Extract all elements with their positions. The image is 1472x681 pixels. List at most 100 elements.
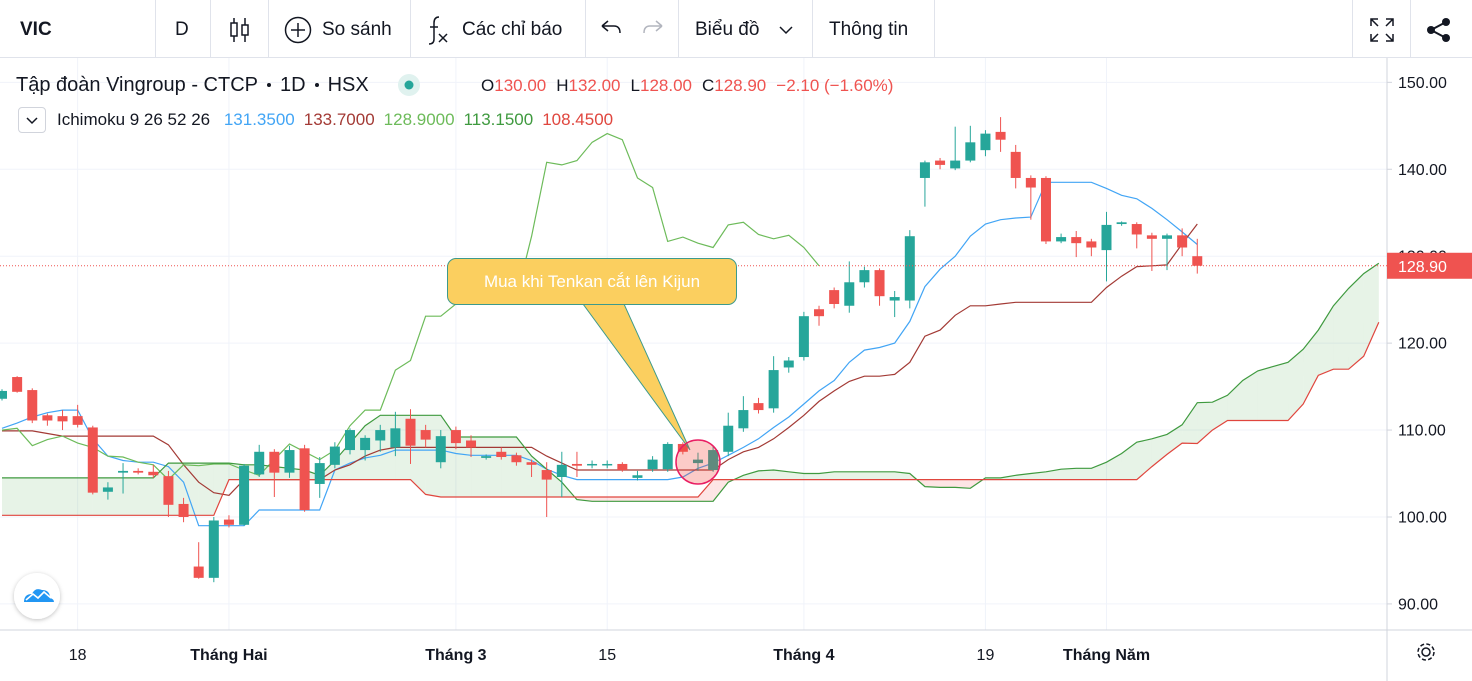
ohlc-value: 128.00 [639,76,692,95]
annotation: Mua khi Tenkan cắt lên Kijun [447,258,737,305]
ohlc-legend: O130.00 H132.00 L128.00 C128.90 −2.10 (−1.60… [481,76,893,96]
grid [0,58,1387,630]
candle-body [223,519,234,525]
info-button[interactable]: Thông tin [829,19,909,40]
candle-body [814,309,825,317]
fullscreen-icon[interactable] [1368,16,1396,44]
settings-icon[interactable] [1417,643,1435,661]
indicator-value: 133.7000 [303,110,375,129]
cloud-fill [455,437,472,497]
collapse-button[interactable] [18,107,46,133]
candle-body [587,463,598,466]
candle-body [405,418,416,446]
cloud-fill [924,479,941,488]
candle-body [208,520,219,578]
candle-body [723,425,734,452]
compare-icon[interactable] [284,15,314,45]
toolbar: VIC D So sánh Các chỉ báo Biểu đồ Thông … [0,0,1472,58]
dropdown-icon [779,26,793,35]
chart-style-icon[interactable] [228,16,252,44]
separator [934,0,935,58]
cloud-fill [2,477,18,516]
y-tick-label: 110.00 [1398,423,1446,440]
cloud-fill [1303,330,1319,404]
logo-icon-line [25,590,52,601]
candle-body [314,463,325,484]
candle-body [556,464,567,478]
cloud-fill [1227,380,1243,421]
cloud [2,263,1379,516]
candle-body [632,475,643,478]
cloud-fill [47,477,63,516]
indicator-value: 131.3500 [223,110,295,129]
cloud-fill [1212,395,1228,431]
cloud-fill [682,496,698,502]
indicator-value: 113.1500 [463,110,534,129]
cloud-fill [123,477,139,516]
cloud-fill [1272,362,1289,421]
candle-body [102,487,113,492]
cloud-fill [1076,468,1092,480]
cloud-fill [879,471,895,480]
cloud-fill [1318,305,1334,376]
indicator-line [1,132,820,481]
chart-title: Tập đoàn Vingroup - CTCP [16,73,258,96]
candle-body [919,162,930,178]
y-tick-label: 140.00 [1398,162,1447,179]
indicator-line [2,322,1380,516]
candle-body [329,446,340,465]
cloud-fill [1045,469,1062,480]
cloud-fill [138,477,154,516]
indicators-icon[interactable] [425,14,451,46]
symbol[interactable]: VIC [20,19,52,40]
candle-body [1086,241,1097,248]
candle-body [72,416,83,425]
last-price-tag [1387,252,1472,279]
chart-type-button[interactable]: Biểu đồ [695,19,760,40]
candle-body [995,131,1006,140]
candle-body [844,282,855,306]
candle-body [133,470,144,473]
x-tick-label: Tháng 3 [425,647,486,664]
candle-body [571,463,582,466]
compare-button[interactable]: So sánh [322,19,392,40]
ohlc-key: L [630,76,640,95]
candle-body [148,471,159,476]
candle-body [1025,177,1036,188]
separator [268,0,269,58]
cloud-fill [834,471,850,480]
cloud-fill [1333,288,1349,370]
cloud-fill [107,477,124,516]
candle-body [1071,237,1082,244]
candle-body [1162,235,1173,239]
cloud-fill [32,477,48,516]
cloud-fill [592,496,608,502]
candle-body [193,566,204,578]
share-icon[interactable] [1425,16,1453,44]
x-tick-label: Tháng Năm [1063,647,1150,664]
cloud-fill [637,496,653,502]
cloud-fill [652,496,668,502]
candle-body [435,436,446,463]
cloud-fill [213,463,229,516]
indicators-button[interactable]: Các chỉ báo [462,19,563,40]
indicator-lines [1,132,1380,527]
separator-dot [314,83,319,87]
candle-body [950,160,961,169]
interval-button[interactable]: D [175,19,189,40]
y-tick-label: 150.00 [1398,75,1447,92]
candle-body [12,377,23,392]
ohlc-key: O [481,76,495,95]
ohlc-value: 128.90 [714,76,767,95]
candle-body [738,410,749,429]
separator [585,0,586,58]
candles [0,117,1203,583]
undo-redo[interactable] [598,18,668,42]
ohlc-value: 132.00 [568,76,621,95]
chart-exchange: HSX [327,73,369,96]
ohlc-value: 130.00 [494,76,547,95]
candle-body [768,370,779,409]
y-tick-label: 120.00 [1398,336,1447,353]
candle-body [798,316,809,358]
